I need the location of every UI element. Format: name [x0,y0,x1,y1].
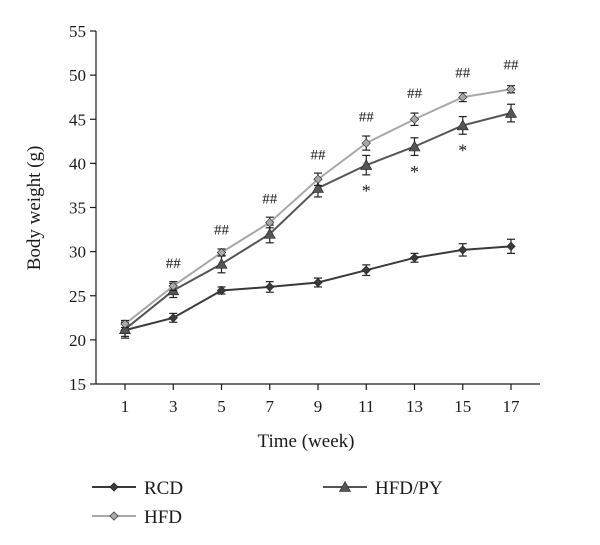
data-point-hfd [409,114,420,124]
legend-label: RCD [144,478,183,499]
x-tick-label: 15 [454,397,471,416]
significance-hash: ## [166,256,182,272]
y-tick-label: 50 [69,66,86,85]
y-tick-label: 35 [69,199,86,218]
data-point-hfd-py [263,227,276,239]
x-tick-label: 17 [503,397,521,416]
x-tick-label: 9 [314,397,323,416]
data-point-rcd [313,277,323,288]
significance-hash: ## [262,192,278,208]
x-tick-label: 7 [266,397,275,416]
significance-star: * [362,181,371,201]
significance-hash: ## [455,65,471,81]
data-point-hfd-py [504,106,518,118]
series-hfd-py [118,103,518,337]
data-point-hfd-py [456,119,469,131]
series-line-rcd [124,245,512,332]
data-point-hfd [216,247,227,258]
legend: RCD HFD HFD/PY [92,478,443,528]
y-tick-label: 45 [69,110,86,129]
legend-item-rcd: RCD [92,478,183,499]
data-point-hfd [506,84,516,94]
legend-item-hfd-py: HFD/PY [323,478,443,499]
series-rcd [120,238,516,339]
y-tick-label: 55 [69,22,86,41]
data-point-hfd [120,319,130,329]
legend-marker [338,480,352,492]
x-tick-label: 5 [217,397,226,416]
significance-star: * [458,141,467,161]
data-point-rcd [506,241,516,251]
data-point-rcd [265,282,275,292]
y-tick-label: 20 [69,331,86,350]
data-point-rcd [361,265,371,275]
legend-item-hfd: HFD [92,507,182,528]
x-axis-label: Time (week) [258,431,355,452]
data-point-hfd [458,92,468,102]
data-point-hfd [361,138,371,148]
x-tick-label: 1 [121,397,130,416]
data-point-hfd [313,174,323,184]
legend-label: HFD/PY [375,478,443,499]
data-point-hfd-py [215,257,228,269]
legend-marker [109,511,119,521]
data-point-hfd [168,281,178,291]
significance-hash: ## [504,58,520,74]
data-point-hfd [265,217,275,228]
legend-label: HFD [144,507,182,528]
y-tick-label: 15 [69,375,86,394]
x-tick-label: 11 [358,397,374,416]
x-tick-label: 3 [169,397,178,416]
significance-hash: ## [359,110,375,126]
data-point-rcd [409,253,420,263]
data-point-hfd-py [360,159,373,170]
series-hfd [120,84,516,329]
significance-hash: ## [311,148,327,164]
series-layer [118,84,518,339]
data-point-hfd-py [408,140,421,152]
x-tick-label: 13 [406,397,423,416]
series-line-hfd [124,88,512,325]
data-point-hfd-py [311,181,325,193]
significance-star: * [410,162,419,182]
data-point-hfd-py [118,323,132,334]
y-tick-label: 25 [69,287,86,306]
data-point-rcd [168,313,178,323]
significance-hash: ## [407,86,423,102]
legend-marker [109,482,119,492]
data-point-rcd [458,245,468,255]
annotation-layer: ## ## ## ## ## ## ## ## * * * [166,58,519,273]
series-line-hfd-py [124,112,512,331]
y-tick-label: 30 [69,243,86,262]
y-tick-label: 40 [69,154,86,173]
y-axis-label: Body weight (g) [24,146,45,271]
data-point-rcd [216,285,227,296]
significance-hash: ## [214,223,230,239]
